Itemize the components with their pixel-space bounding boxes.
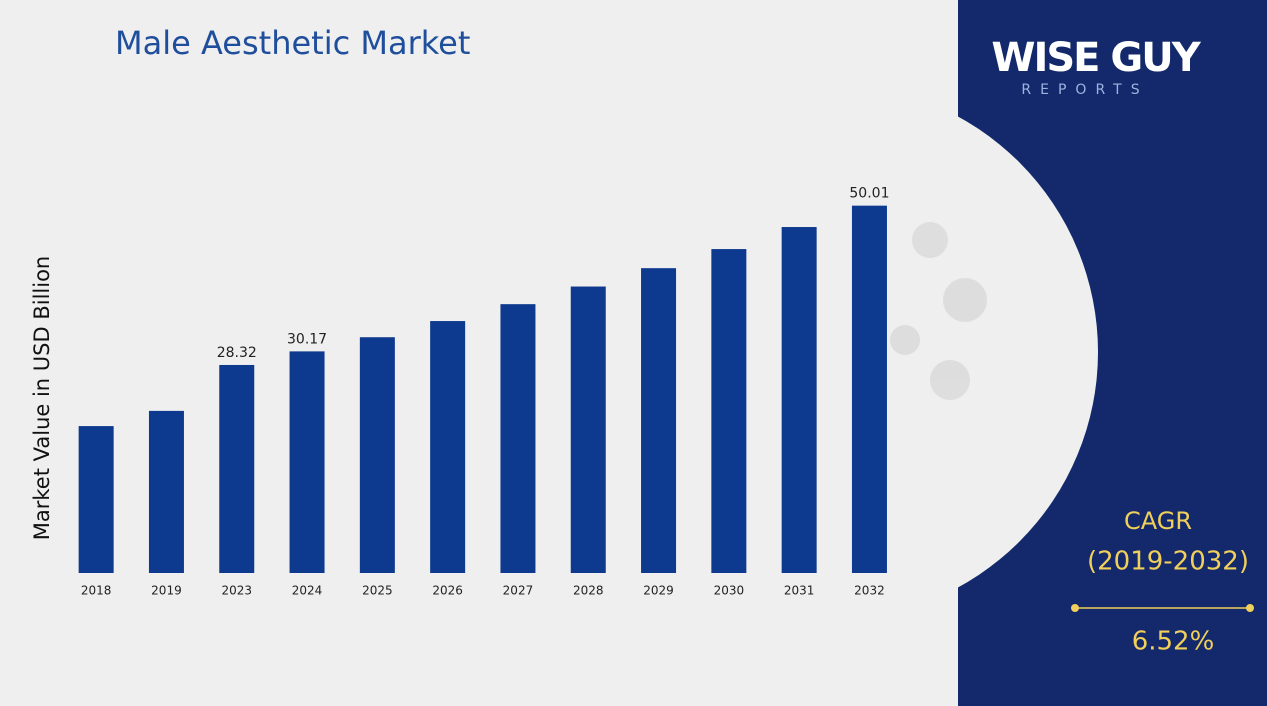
x-tick-label: 2030 xyxy=(714,584,745,598)
bar xyxy=(78,426,114,573)
logo: WISE GUY xyxy=(991,35,1201,81)
bar xyxy=(641,268,677,573)
value-label: 50.01 xyxy=(849,186,889,202)
value-label: 28.32 xyxy=(217,345,257,361)
bar xyxy=(851,205,887,574)
chart-title: Male Aesthetic Market xyxy=(115,24,470,62)
divider-dot xyxy=(1071,604,1079,612)
bar xyxy=(148,410,184,573)
value-label: 30.17 xyxy=(287,331,327,347)
y-axis-label: Market Value in USD Billion xyxy=(30,256,54,540)
divider-dot xyxy=(1246,604,1254,612)
x-tick-label: 2018 xyxy=(81,584,112,598)
x-tick-label: 2027 xyxy=(503,584,534,598)
watermark xyxy=(890,222,987,400)
watermark-dot xyxy=(890,325,920,355)
x-tick-label: 2031 xyxy=(784,584,815,598)
cagr-label: CAGR xyxy=(1124,507,1192,535)
bar xyxy=(781,227,817,573)
x-tick-label: 2028 xyxy=(573,584,604,598)
x-tick-label: 2019 xyxy=(151,584,182,598)
x-tick-label: 2026 xyxy=(432,584,463,598)
bar xyxy=(359,337,395,573)
x-tick-label: 2025 xyxy=(362,584,393,598)
x-tick-label: 2029 xyxy=(643,584,674,598)
watermark-dot xyxy=(912,222,948,258)
cagr-period: (2019-2032) xyxy=(1087,547,1249,577)
bar xyxy=(289,351,325,573)
x-tick-label: 2023 xyxy=(221,584,252,598)
watermark-dot xyxy=(930,360,970,400)
cagr-value: 6.52% xyxy=(1132,627,1215,657)
logo-subtitle: REPORTS xyxy=(1021,82,1148,98)
x-tick-label: 2024 xyxy=(292,584,323,598)
bar xyxy=(430,321,466,573)
watermark-dot xyxy=(943,278,987,322)
bar xyxy=(500,304,536,573)
sidebar-curve xyxy=(562,84,1098,620)
x-tick-label: 2032 xyxy=(854,584,885,598)
bar xyxy=(711,249,747,573)
bar xyxy=(219,364,255,573)
bar xyxy=(570,286,606,573)
